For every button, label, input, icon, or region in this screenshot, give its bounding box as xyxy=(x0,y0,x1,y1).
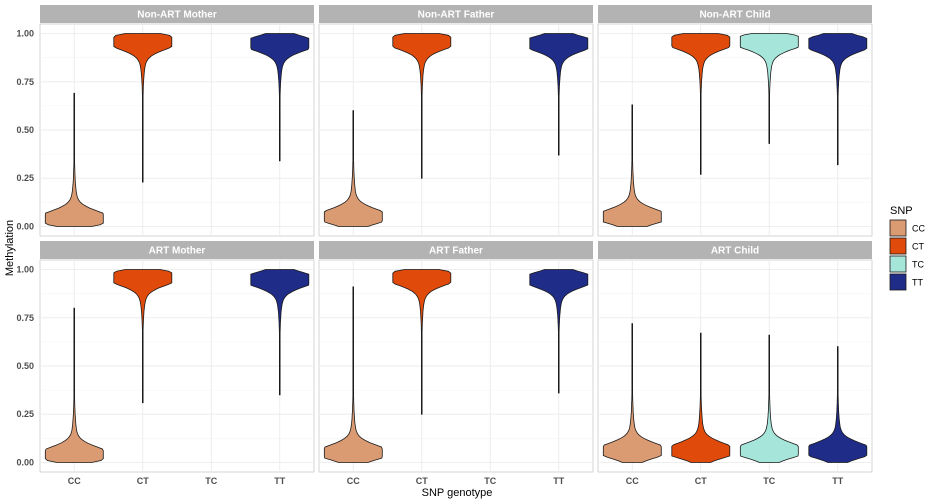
violin-ct xyxy=(671,332,731,463)
x-tick-label: TC xyxy=(205,476,217,486)
legend-key-cc xyxy=(889,219,907,237)
x-tick-label: TT xyxy=(553,476,564,486)
violin-cc xyxy=(44,307,104,463)
violin-cc xyxy=(323,286,383,463)
x-axis-title: SNP genotype xyxy=(422,487,493,499)
legend-key-tc xyxy=(889,255,907,273)
legend: SNP CC CT TC TT xyxy=(889,205,925,291)
y-tick-label: 0.50 xyxy=(16,125,34,135)
panel: ART Father CC CT TC TT xyxy=(318,241,594,486)
legend-label: TT xyxy=(912,278,923,288)
y-axis-title: Methylation xyxy=(4,220,16,276)
violin-cc xyxy=(602,104,662,227)
violin-tc xyxy=(739,33,799,144)
legend-title: SNP xyxy=(890,205,913,217)
x-tick-label: CC xyxy=(626,476,639,486)
panel-strip xyxy=(319,241,593,259)
panel: Non-ART Child xyxy=(597,5,873,237)
panel-strip xyxy=(40,5,314,23)
y-tick-label: 1.00 xyxy=(16,29,34,39)
panel-title: ART Father xyxy=(429,246,483,257)
violin-cc xyxy=(602,323,662,463)
x-tick-label: TT xyxy=(832,476,843,486)
violin-tt xyxy=(529,269,589,394)
y-tick-label: 0.00 xyxy=(16,457,34,467)
panel-title: ART Mother xyxy=(149,246,206,257)
x-tick-label: TC xyxy=(484,476,496,486)
x-tick-label: CT xyxy=(137,476,149,486)
panel-strip xyxy=(319,5,593,23)
panel-title: Non-ART Father xyxy=(418,10,495,21)
violin-ct xyxy=(671,33,731,175)
x-tick-label: CC xyxy=(347,476,360,486)
y-tick-label: 0.25 xyxy=(16,173,34,183)
violin-tt xyxy=(808,346,868,463)
panel: Non-ART Father xyxy=(318,5,594,237)
panel: ART Child CC CT TC TT xyxy=(597,241,873,486)
violin-ct xyxy=(113,269,173,404)
panel-strip xyxy=(598,241,872,259)
y-tick-label: 0.25 xyxy=(16,409,34,419)
violin-tt xyxy=(250,33,310,162)
legend-key-ct xyxy=(889,237,907,255)
violin-cc xyxy=(323,110,383,227)
panel: ART Mother 0.00 0.25 0.50 0.75 1.00 CC CT TC TT xyxy=(16,241,315,486)
y-tick-label: 0.50 xyxy=(16,361,34,371)
violin-tc xyxy=(739,334,799,463)
panel: Non-ART Mother 0.00 0.25 0.50 0.75 1.00 xyxy=(16,5,315,237)
violin-ct xyxy=(392,33,452,179)
x-tick-label: CT xyxy=(695,476,707,486)
violin-tt xyxy=(250,269,310,396)
violin-ct xyxy=(113,33,173,183)
violin-tt xyxy=(808,33,868,166)
violin-tt xyxy=(529,33,589,156)
x-tick-label: TC xyxy=(763,476,775,486)
x-tick-label: CC xyxy=(68,476,81,486)
y-tick-label: 0.75 xyxy=(16,77,34,87)
panel-title: ART Child xyxy=(711,246,759,257)
panel-title: Non-ART Mother xyxy=(137,10,217,21)
panel-strip xyxy=(598,5,872,23)
y-tick-label: 1.00 xyxy=(16,265,34,275)
panels-layer: Non-ART Mother0.000.250.500.751.00Non-AR… xyxy=(16,5,873,486)
legend-label: CT xyxy=(912,242,924,252)
legend-label: CC xyxy=(912,224,925,234)
legend-label: TC xyxy=(912,260,924,270)
violin-ct xyxy=(392,269,452,415)
x-tick-label: TT xyxy=(274,476,285,486)
y-tick-label: 0.75 xyxy=(16,313,34,323)
panel-title: Non-ART Child xyxy=(699,10,770,21)
panel-strip xyxy=(40,241,314,259)
violin-cc xyxy=(44,92,104,227)
y-tick-label: 0.00 xyxy=(16,221,34,231)
x-tick-label: CT xyxy=(416,476,428,486)
legend-key-tt xyxy=(889,273,907,291)
